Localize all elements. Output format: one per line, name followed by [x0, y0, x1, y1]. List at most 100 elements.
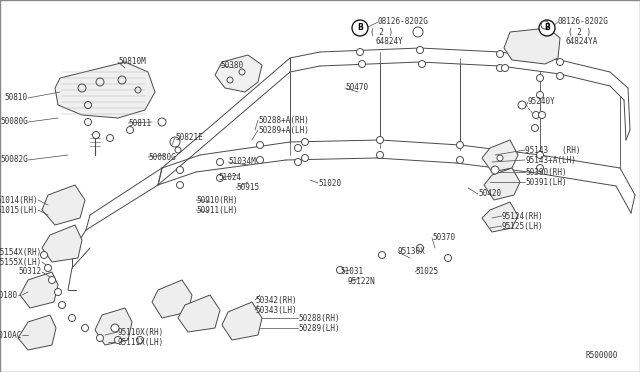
- Circle shape: [456, 141, 463, 148]
- Circle shape: [337, 266, 344, 273]
- Text: B: B: [544, 23, 550, 32]
- Text: 51014(RH): 51014(RH): [0, 196, 38, 205]
- Circle shape: [111, 324, 119, 332]
- Circle shape: [257, 141, 264, 148]
- Text: 50821E: 50821E: [175, 134, 203, 142]
- Circle shape: [541, 21, 549, 29]
- Circle shape: [68, 314, 76, 321]
- Circle shape: [378, 251, 385, 259]
- Text: 50343(LH): 50343(LH): [255, 305, 296, 314]
- Circle shape: [294, 144, 301, 151]
- Text: 50288+A(RH): 50288+A(RH): [258, 115, 309, 125]
- Circle shape: [40, 251, 47, 259]
- Text: 08126-8202G: 08126-8202G: [378, 17, 429, 26]
- Circle shape: [115, 337, 122, 343]
- Circle shape: [539, 20, 555, 36]
- Circle shape: [417, 244, 424, 251]
- Text: 95111X(LH): 95111X(LH): [118, 337, 164, 346]
- Text: 95143   (RH): 95143 (RH): [525, 145, 580, 154]
- Circle shape: [106, 135, 113, 141]
- Circle shape: [538, 112, 545, 119]
- Circle shape: [536, 92, 543, 99]
- Circle shape: [54, 289, 61, 295]
- Text: 50810: 50810: [5, 93, 28, 103]
- Text: 95122N: 95122N: [348, 278, 376, 286]
- Polygon shape: [504, 28, 560, 64]
- Text: 50312: 50312: [19, 267, 42, 276]
- Circle shape: [45, 264, 51, 272]
- Circle shape: [376, 151, 383, 158]
- Text: 64824YA: 64824YA: [565, 38, 597, 46]
- Circle shape: [536, 74, 543, 81]
- Polygon shape: [20, 272, 58, 308]
- Polygon shape: [152, 280, 192, 318]
- Text: 50911(LH): 50911(LH): [196, 205, 237, 215]
- Circle shape: [413, 27, 423, 37]
- Polygon shape: [482, 140, 518, 172]
- Circle shape: [532, 112, 540, 119]
- Circle shape: [84, 119, 92, 125]
- Text: B: B: [357, 23, 363, 32]
- Circle shape: [216, 158, 223, 166]
- Circle shape: [376, 137, 383, 144]
- Text: 50391(LH): 50391(LH): [525, 177, 566, 186]
- Circle shape: [491, 166, 499, 174]
- Circle shape: [216, 174, 223, 182]
- Polygon shape: [42, 185, 85, 225]
- Circle shape: [257, 157, 264, 164]
- Polygon shape: [95, 308, 132, 345]
- Text: 50289(LH): 50289(LH): [298, 324, 340, 333]
- Text: ( 2 ): ( 2 ): [370, 28, 393, 36]
- Text: 50080G: 50080G: [0, 118, 28, 126]
- Text: 50390(RH): 50390(RH): [525, 167, 566, 176]
- Text: ( 2 ): ( 2 ): [568, 28, 591, 36]
- Circle shape: [518, 101, 526, 109]
- Circle shape: [536, 151, 543, 158]
- Text: 51024: 51024: [218, 173, 241, 183]
- Circle shape: [352, 20, 368, 36]
- Text: 95124(RH): 95124(RH): [502, 212, 543, 221]
- Circle shape: [177, 167, 184, 173]
- Text: 51025: 51025: [415, 267, 438, 276]
- Text: 50470: 50470: [345, 83, 368, 93]
- Text: 50180-: 50180-: [0, 291, 22, 299]
- Circle shape: [417, 46, 424, 54]
- Text: 64824Y: 64824Y: [375, 38, 403, 46]
- Text: 75155X(LH): 75155X(LH): [0, 257, 42, 266]
- Text: 75154X(RH): 75154X(RH): [0, 247, 42, 257]
- Text: 50288(RH): 50288(RH): [298, 314, 340, 323]
- Circle shape: [445, 254, 451, 262]
- Polygon shape: [42, 225, 82, 262]
- Circle shape: [301, 138, 308, 145]
- Text: 51015(LH): 51015(LH): [0, 205, 38, 215]
- Text: R500000: R500000: [586, 352, 618, 360]
- Text: 50342(RH): 50342(RH): [255, 295, 296, 305]
- Circle shape: [358, 61, 365, 67]
- Text: 50910(RH): 50910(RH): [196, 196, 237, 205]
- Circle shape: [497, 155, 503, 161]
- Polygon shape: [482, 202, 518, 232]
- Text: 50080G: 50080G: [148, 153, 176, 161]
- Circle shape: [531, 125, 538, 131]
- Polygon shape: [18, 315, 56, 350]
- Circle shape: [356, 48, 364, 55]
- Circle shape: [557, 73, 563, 80]
- Circle shape: [301, 154, 308, 161]
- Text: 51031: 51031: [340, 267, 363, 276]
- Text: 95125(LH): 95125(LH): [502, 221, 543, 231]
- Text: 08126-8202G: 08126-8202G: [558, 17, 609, 26]
- Circle shape: [81, 324, 88, 331]
- Circle shape: [536, 164, 543, 171]
- Circle shape: [456, 157, 463, 164]
- Circle shape: [49, 276, 56, 283]
- Text: 51020: 51020: [318, 179, 341, 187]
- Text: 50380: 50380: [220, 61, 243, 70]
- Text: 50370: 50370: [432, 234, 455, 243]
- Text: 50915: 50915: [236, 183, 259, 192]
- Circle shape: [294, 158, 301, 166]
- Text: 50010AC: 50010AC: [0, 330, 22, 340]
- Polygon shape: [484, 168, 520, 200]
- Text: 50811: 50811: [128, 119, 151, 128]
- Polygon shape: [215, 55, 262, 92]
- Text: 95143+A(LH): 95143+A(LH): [525, 155, 576, 164]
